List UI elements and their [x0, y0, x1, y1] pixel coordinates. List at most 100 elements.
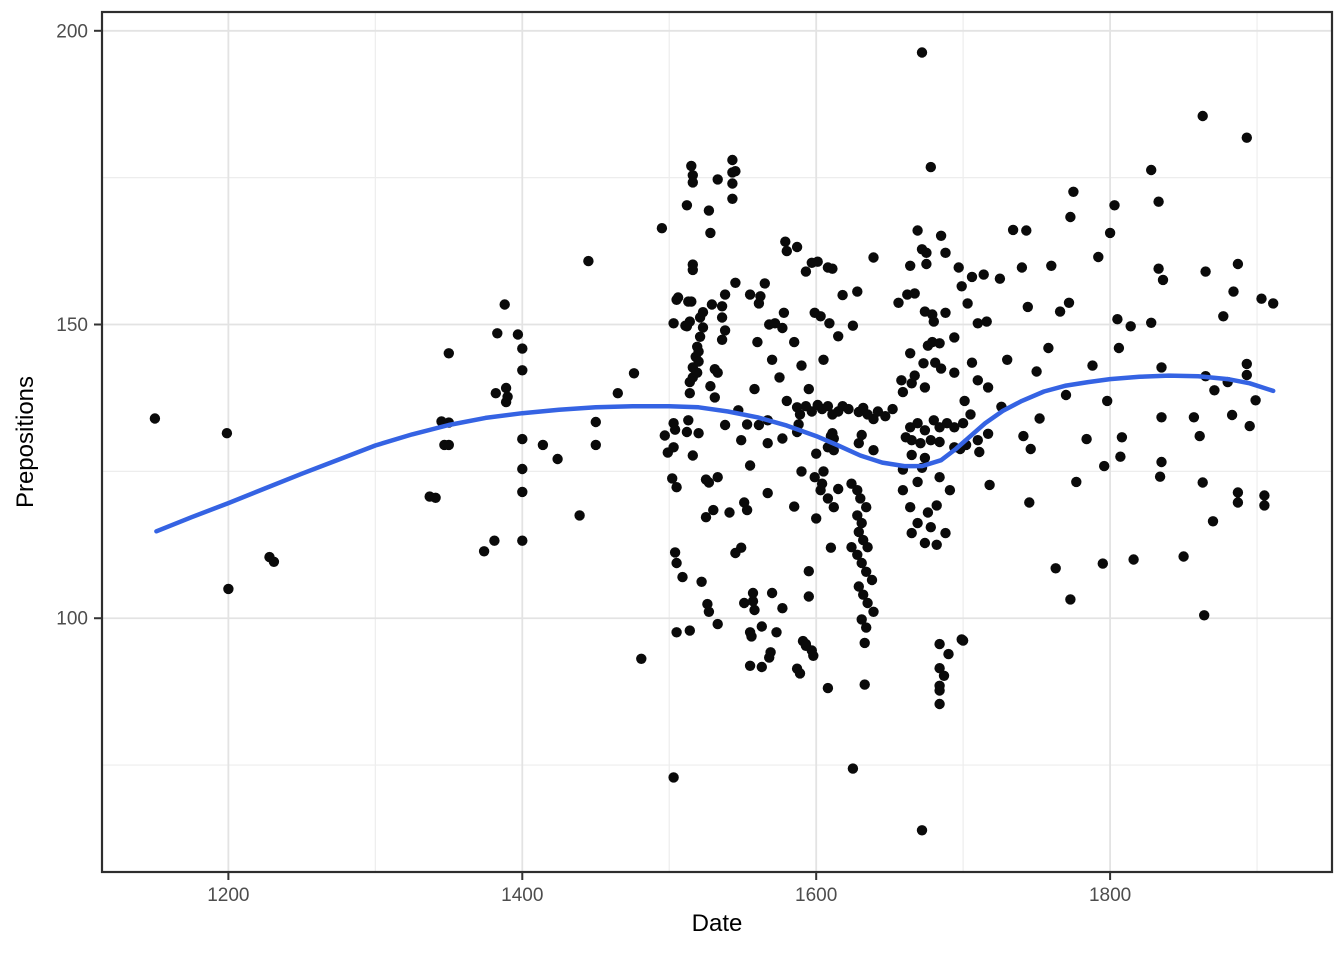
data-point: [684, 316, 695, 327]
data-point: [861, 622, 872, 633]
data-point: [492, 328, 503, 339]
data-point: [583, 255, 594, 267]
data-point: [853, 581, 864, 592]
data-point: [552, 453, 563, 465]
data-point: [727, 178, 738, 189]
data-point: [789, 336, 800, 348]
data-point: [978, 269, 989, 280]
data-point: [868, 413, 879, 425]
data-point: [966, 357, 978, 368]
data-point: [694, 331, 706, 342]
data-point: [825, 542, 837, 553]
data-point: [1153, 196, 1164, 207]
data-point: [957, 418, 969, 429]
data-point: [940, 527, 951, 539]
data-point: [858, 589, 869, 600]
data-point: [612, 388, 623, 399]
data-point: [1115, 451, 1126, 462]
data-point: [827, 263, 838, 274]
data-point: [719, 419, 731, 431]
data-point: [1071, 476, 1082, 488]
data-point: [956, 281, 967, 292]
x-tick-label: 1200: [207, 885, 249, 906]
data-point: [636, 653, 647, 664]
data-point: [668, 442, 679, 453]
data-point: [916, 825, 928, 836]
data-point: [935, 230, 947, 241]
data-point: [1024, 497, 1035, 508]
data-point: [1156, 456, 1167, 468]
data-point: [868, 606, 879, 617]
data-point: [1054, 306, 1066, 317]
data-point: [1093, 251, 1104, 263]
data-point: [934, 338, 945, 349]
data-point: [824, 318, 835, 329]
data-point: [934, 685, 945, 696]
data-point: [687, 177, 698, 188]
data-point: [919, 537, 931, 549]
data-point: [697, 307, 709, 318]
data-point: [928, 316, 939, 327]
data-point: [862, 542, 873, 553]
data-point: [752, 336, 763, 348]
data-point: [893, 297, 904, 308]
data-point: [866, 574, 878, 586]
data-point: [1218, 311, 1229, 322]
data-point: [686, 160, 697, 172]
data-point: [896, 375, 907, 386]
data-point: [959, 395, 970, 407]
data-point: [719, 325, 731, 336]
data-point: [221, 428, 233, 439]
data-point: [669, 547, 681, 558]
data-point: [769, 318, 781, 329]
data-point: [1199, 610, 1210, 621]
data-point: [943, 648, 954, 660]
data-point: [490, 388, 501, 399]
data-point: [478, 546, 490, 557]
data-point: [223, 583, 234, 595]
x-axis-title: Date: [691, 910, 743, 937]
data-point: [669, 424, 681, 435]
data-point: [931, 500, 942, 511]
data-point: [847, 320, 859, 331]
data-point: [859, 679, 870, 690]
data-point: [852, 286, 863, 297]
data-point: [1209, 385, 1220, 396]
data-point: [753, 419, 765, 431]
data-point: [686, 296, 697, 307]
data-point: [746, 631, 757, 642]
data-point: [1232, 487, 1244, 498]
data-point: [736, 542, 747, 553]
data-point: [982, 382, 994, 393]
data-point: [1188, 412, 1200, 423]
x-tick-label: 1800: [1089, 885, 1131, 906]
data-point: [912, 476, 923, 488]
data-point: [1068, 186, 1079, 197]
data-point: [692, 367, 703, 378]
data-point: [925, 161, 936, 173]
data-point: [861, 502, 872, 513]
data-point: [684, 388, 695, 399]
data-point: [949, 422, 960, 433]
data-point: [727, 154, 738, 166]
data-point: [628, 368, 640, 379]
data-point: [517, 463, 528, 475]
data-point: [719, 289, 731, 300]
data-point: [940, 307, 951, 318]
data-point: [500, 382, 512, 394]
data-point: [517, 535, 528, 546]
data-point: [747, 596, 759, 607]
data-point: [781, 395, 792, 407]
data-point: [755, 291, 766, 302]
data-point: [796, 466, 807, 477]
data-point: [1102, 395, 1113, 407]
data-point: [855, 493, 866, 504]
data-point: [828, 502, 839, 513]
data-point: [966, 271, 978, 283]
data-point: [1104, 227, 1116, 239]
data-point: [856, 614, 867, 625]
data-point: [852, 549, 863, 560]
data-point: [712, 367, 723, 378]
data-point: [1241, 358, 1253, 370]
data-point: [925, 435, 936, 446]
